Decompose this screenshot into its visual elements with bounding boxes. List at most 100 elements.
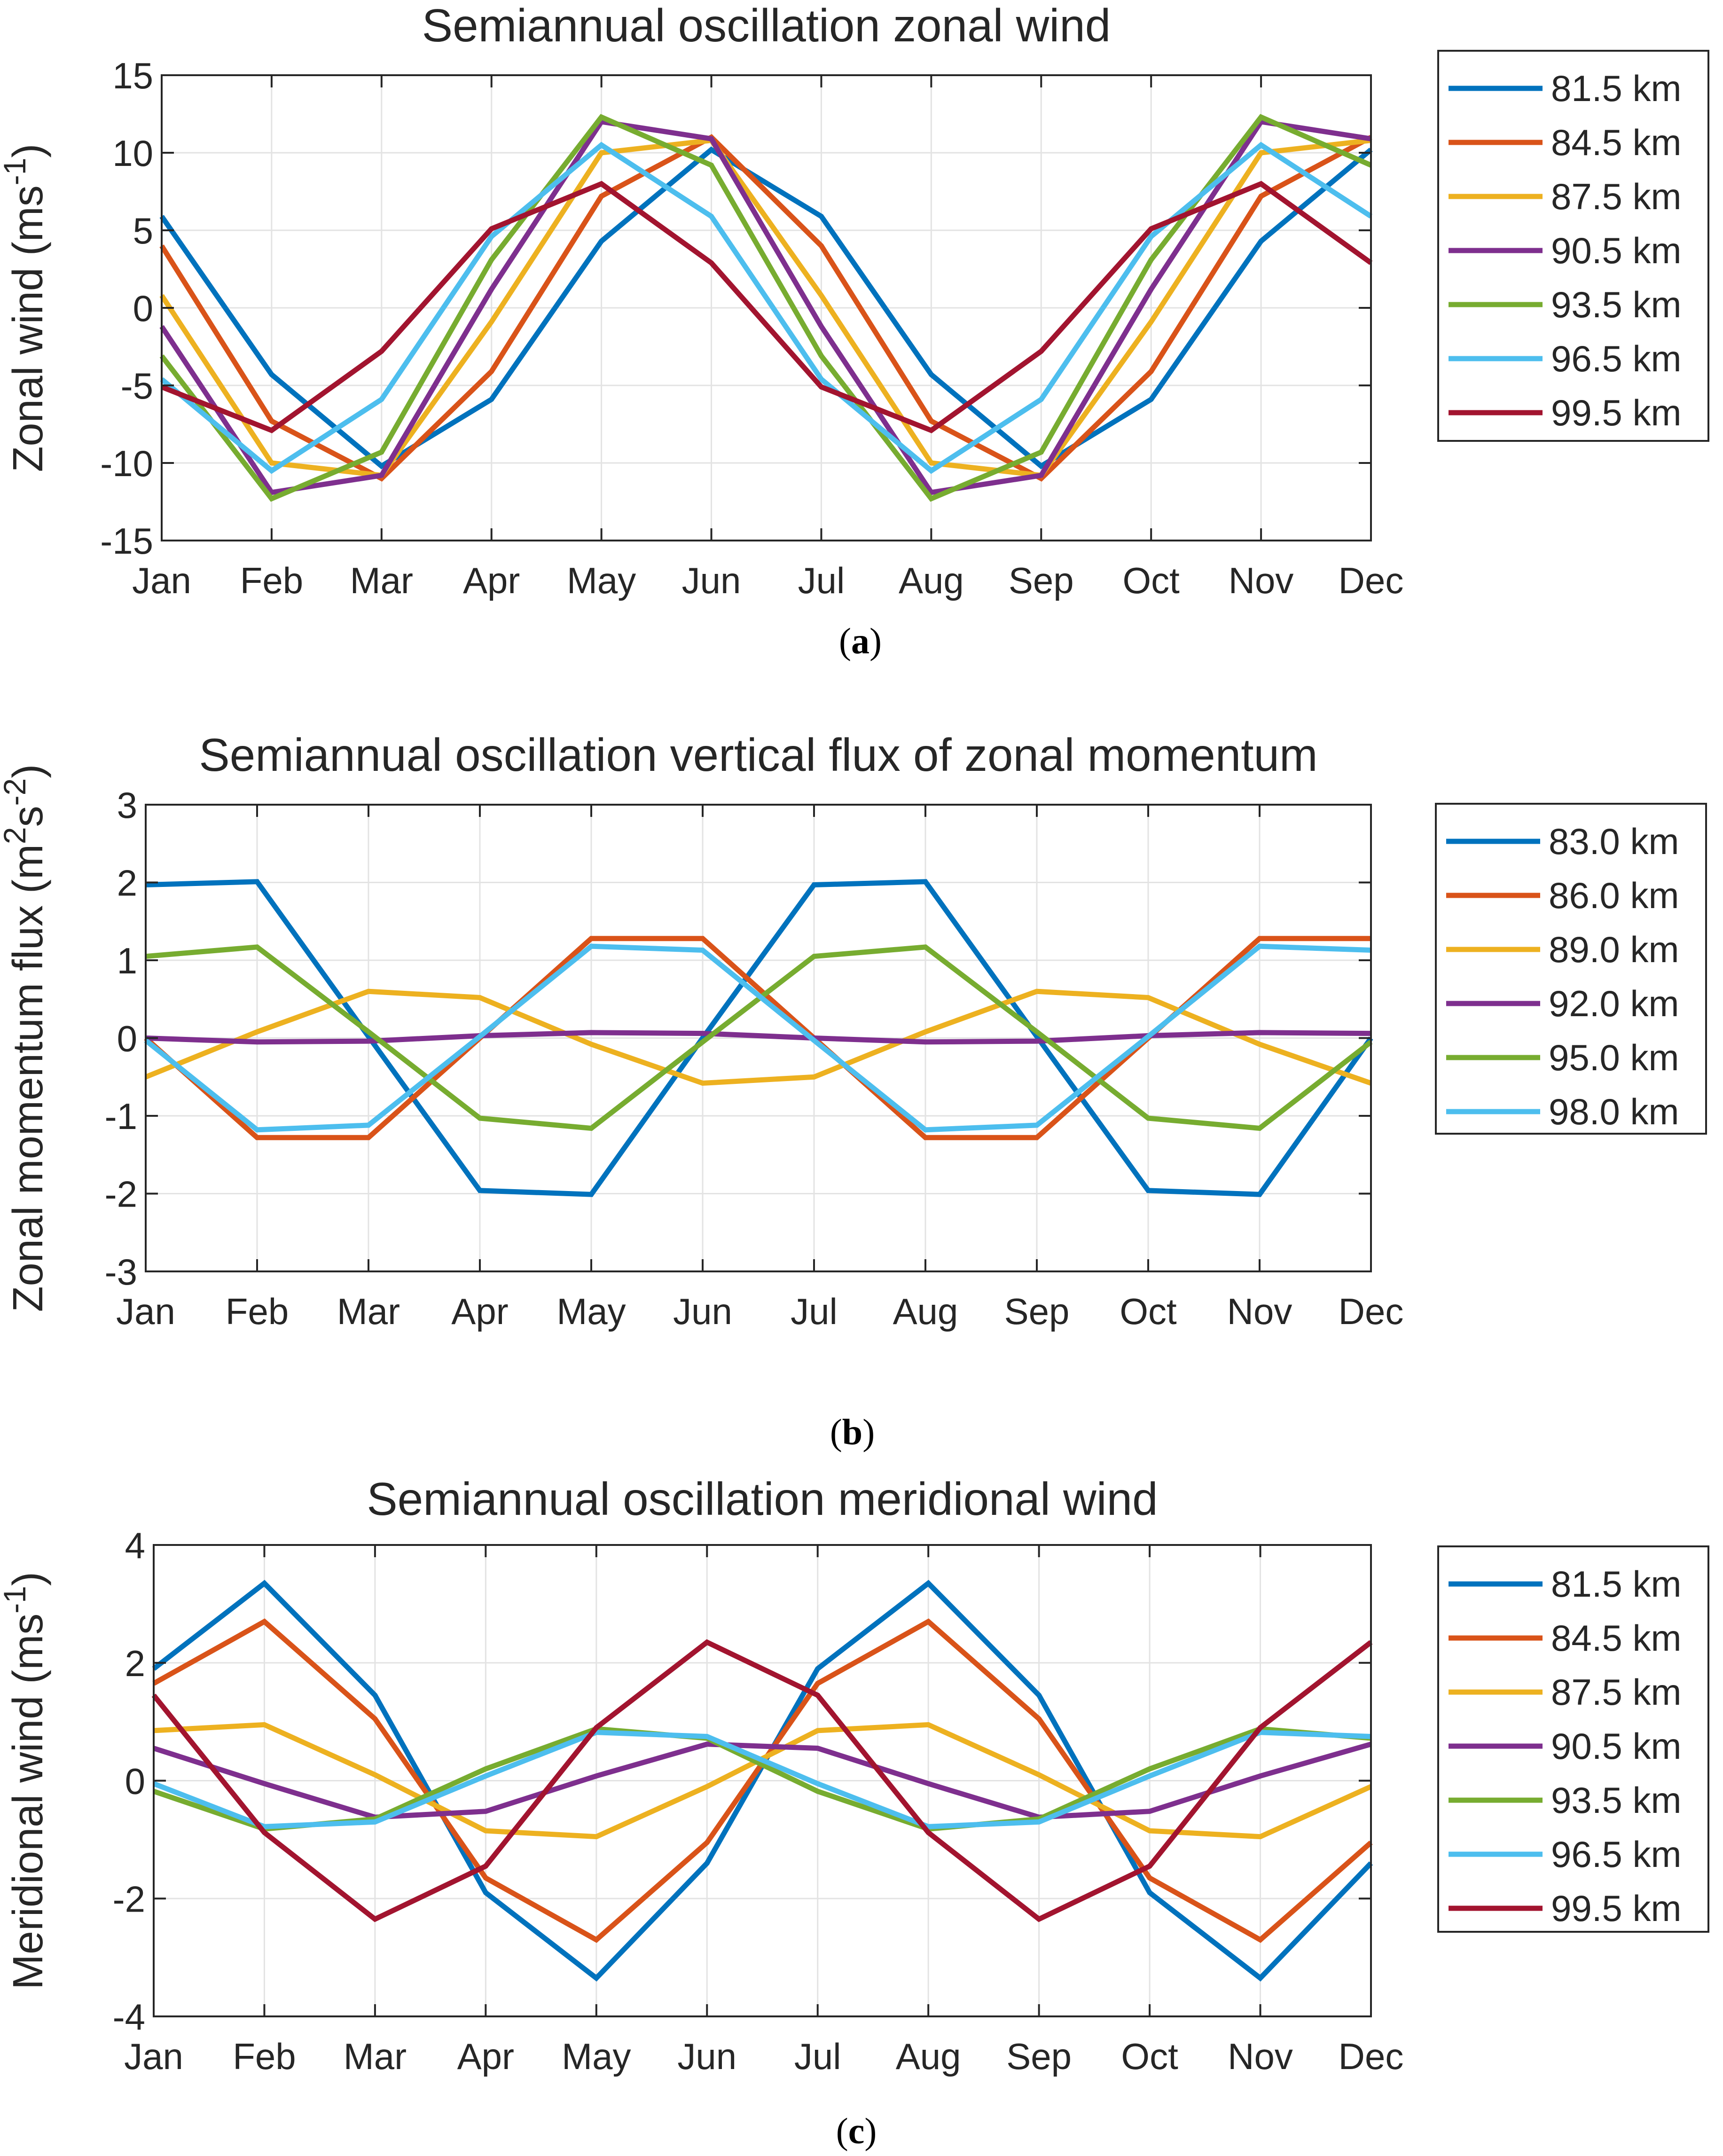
- x-tick-label: Jan: [116, 1291, 175, 1332]
- series-group: [151, 1580, 1373, 1982]
- series-line-89-0-km: [144, 988, 1372, 1086]
- x-tick-label: Dec: [1339, 560, 1404, 601]
- y-tick-label: 15: [112, 55, 153, 96]
- x-tick-label: May: [567, 560, 636, 601]
- x-tick-label: Dec: [1339, 2036, 1404, 2077]
- y-tick-label: 4: [125, 1525, 145, 1566]
- x-tick-label: Oct: [1123, 560, 1180, 601]
- legend-box: [1435, 803, 1707, 1135]
- ticks: [153, 1544, 1372, 2017]
- y-axis-label: Meridional wind (ms-1): [0, 1572, 52, 1990]
- y-tick-labels: -15 -10 -5 0 5 10 15: [100, 55, 153, 562]
- series-line-99-5-km: [151, 1639, 1373, 1922]
- series-group: [159, 114, 1373, 502]
- x-tick-label: Feb: [226, 1291, 289, 1332]
- series-line-95-0-km: [145, 944, 1373, 1131]
- series-line-90-5-km: [153, 1741, 1372, 1820]
- legend-label: 86.0 km: [1549, 875, 1679, 916]
- legend: 81.5 km 84.5 km 87.5 km 90.5 km 93.5 km 96.5 …: [1437, 50, 1709, 442]
- legend-label: 87.5 km: [1551, 1671, 1681, 1713]
- x-tick-label: Jan: [132, 560, 191, 601]
- y-tick-label: -4: [113, 1996, 145, 2038]
- x-tick-label: Feb: [233, 2036, 296, 2077]
- y-tick-labels: -3 -2 -1 0 1 2 3: [105, 784, 137, 1293]
- y-tick-label: 0: [125, 1761, 145, 1802]
- series-line-96-5-km: [153, 1730, 1371, 1829]
- x-tick-label: Nov: [1228, 2036, 1293, 2077]
- legend-label: 81.5 km: [1551, 68, 1681, 109]
- legend: 83.0 km 86.0 km 89.0 km 92.0 km 95.0 km 98.0 …: [1435, 803, 1707, 1135]
- y-tick-label: -5: [121, 365, 153, 407]
- series-line-87-5-km: [159, 137, 1371, 478]
- series-line-84-5-km: [159, 134, 1372, 482]
- y-tick-label: 1: [117, 940, 137, 981]
- x-tick-label: Jan: [124, 2036, 183, 2077]
- y-tick-label: 0: [117, 1018, 137, 1059]
- legend-box: [1437, 1545, 1709, 1933]
- chart-title: Semiannual oscillation vertical flux of …: [199, 729, 1317, 781]
- x-tick-label: Jul: [794, 2036, 841, 2077]
- y-tick-label: -15: [100, 520, 153, 562]
- ticks: [161, 74, 1372, 541]
- legend-label: 87.5 km: [1551, 176, 1681, 217]
- legend-label: 81.5 km: [1551, 1563, 1681, 1605]
- x-tick-label: Mar: [344, 2036, 407, 2077]
- y-tick-label: 2: [125, 1643, 145, 1684]
- legend-label: 99.5 km: [1551, 1888, 1681, 1929]
- x-tick-labels: Jan Feb Mar Apr May Jun Jul Aug Sep Oct Nov Dec: [132, 560, 1403, 601]
- legend-label: 90.5 km: [1551, 1725, 1681, 1767]
- x-tick-label: Aug: [893, 1291, 958, 1332]
- legend-label: 93.5 km: [1551, 1780, 1681, 1821]
- series-line-81-5-km: [159, 146, 1373, 470]
- legend-label: 99.5 km: [1551, 392, 1681, 433]
- x-tick-label: Sep: [1009, 560, 1074, 601]
- chart-panel-c: Jan Feb Mar Apr May Jun Jul Aug Sep Oct Nov Dec -4 -2…: [0, 1473, 1709, 2151]
- chart-panel-a: Jan Feb Mar Apr May Jun Jul Aug Sep Oct Nov Dec-15-…: [0, 0, 1709, 661]
- x-tick-label: Dec: [1339, 1291, 1404, 1332]
- x-tick-label: Oct: [1120, 1291, 1177, 1332]
- y-tick-label: 10: [112, 133, 153, 174]
- chart-title: Semiannual oscillation zonal wind: [422, 0, 1111, 51]
- y-tick-label: -1: [105, 1096, 137, 1137]
- x-tick-label: Nov: [1227, 1291, 1292, 1332]
- series-line-93-5-km: [159, 114, 1372, 502]
- x-tick-label: Sep: [1004, 1291, 1070, 1332]
- x-tick-label: Oct: [1121, 2036, 1178, 2077]
- x-tick-label: Jun: [682, 560, 741, 601]
- series-line-99-5-km: [160, 180, 1373, 433]
- ticks: [145, 804, 1372, 1272]
- x-tick-label: Jul: [798, 560, 845, 601]
- x-tick-label: Apr: [463, 560, 520, 601]
- x-tick-label: Sep: [1006, 2036, 1072, 2077]
- legend-label: 96.5 km: [1551, 338, 1681, 379]
- x-tick-label: Aug: [899, 560, 964, 601]
- y-tick-label: -3: [105, 1251, 137, 1293]
- legend-label: 84.5 km: [1551, 1617, 1681, 1659]
- legend-label: 84.5 km: [1551, 122, 1681, 163]
- legend-label: 93.5 km: [1551, 284, 1681, 325]
- x-tick-labels: Jan Feb Mar Apr May Jun Jul Aug Sep Oct Nov Dec: [124, 2036, 1403, 2077]
- y-axis-label: Zonal wind (ms-1): [0, 144, 52, 472]
- series-line-92-0-km: [145, 1030, 1371, 1045]
- legend-label: 89.0 km: [1549, 929, 1679, 970]
- x-tick-label: Aug: [896, 2036, 961, 2077]
- series-line-83-0-km: [145, 879, 1373, 1197]
- chart-title: Semiannual oscillation meridional wind: [367, 1473, 1158, 1525]
- legend-label: 92.0 km: [1549, 983, 1679, 1024]
- y-tick-label: -2: [105, 1174, 137, 1215]
- x-tick-label: Nov: [1229, 560, 1294, 601]
- legend-label: 98.0 km: [1549, 1091, 1679, 1132]
- x-tick-label: Apr: [457, 2036, 514, 2077]
- legend-box: [1437, 50, 1709, 442]
- legend-label: 96.5 km: [1551, 1834, 1681, 1875]
- y-tick-label: -2: [113, 1878, 145, 1920]
- series-group: [144, 879, 1373, 1197]
- subfigure-caption: (b): [830, 1411, 875, 1452]
- series-line-90-5-km: [159, 119, 1371, 495]
- y-tick-label: 0: [133, 288, 153, 329]
- legend-label: 83.0 km: [1549, 821, 1679, 862]
- x-tick-label: Jun: [677, 2036, 736, 2077]
- x-tick-label: Jun: [673, 1291, 732, 1332]
- y-tick-label: 3: [117, 784, 137, 826]
